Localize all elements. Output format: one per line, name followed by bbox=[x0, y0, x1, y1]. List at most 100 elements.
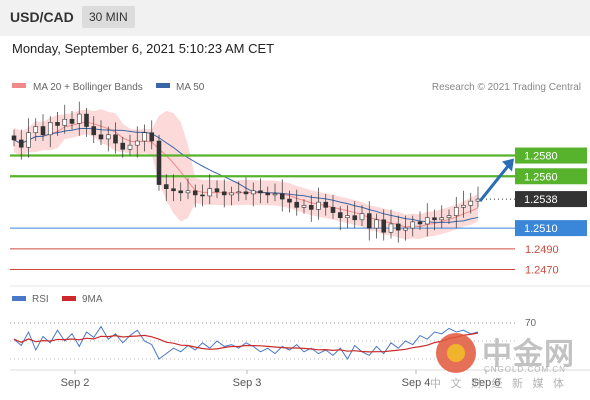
candle-body-7 bbox=[62, 118, 68, 126]
candle-body-43 bbox=[323, 201, 329, 208]
x-tick-label-3: Sep 6 bbox=[472, 377, 501, 389]
candles bbox=[11, 101, 481, 243]
candle-body-34 bbox=[258, 190, 263, 194]
candle-body-20 bbox=[156, 140, 162, 185]
ma20-legend-label: MA 20 + Bollinger Bands bbox=[33, 82, 143, 93]
rsi-ma-legend-swatch bbox=[62, 296, 76, 301]
ma20-legend-swatch bbox=[12, 83, 26, 88]
candle-body-49 bbox=[366, 213, 372, 229]
ma50-legend-swatch bbox=[156, 83, 170, 88]
level-tag-1 bbox=[515, 168, 587, 185]
rsi-legend-swatch bbox=[12, 296, 26, 301]
candle-body-59 bbox=[439, 217, 445, 221]
candle-body-29 bbox=[221, 191, 227, 196]
candle-body-44 bbox=[330, 207, 336, 213]
candle-body-40 bbox=[301, 204, 307, 208]
ma20-line bbox=[13, 121, 479, 228]
level-label-4: 1.2470 bbox=[525, 265, 559, 277]
forecast-arrow-shaft bbox=[478, 162, 512, 203]
rsi-ma-line bbox=[13, 332, 479, 353]
candle-body-25 bbox=[192, 190, 198, 196]
candle-body-23 bbox=[178, 190, 184, 194]
candle-body-55 bbox=[410, 221, 416, 229]
candle-body-19 bbox=[149, 132, 155, 142]
candle-body-46 bbox=[345, 215, 350, 219]
candle-body-14 bbox=[113, 134, 118, 144]
candle-body-33 bbox=[250, 190, 256, 195]
candle-body-53 bbox=[395, 223, 401, 231]
watermark-tagline: 中 文 财 经 新 媒 体 bbox=[430, 377, 567, 390]
symbol-label: USD/CAD bbox=[10, 9, 74, 25]
rsi-70-label: 70 bbox=[525, 318, 537, 329]
candle-body-18 bbox=[142, 132, 147, 142]
candle-body-1 bbox=[18, 139, 24, 148]
watermark-site: CNGOLD.COM.CN bbox=[484, 365, 566, 374]
candle-body-42 bbox=[316, 201, 321, 210]
candle-body-21 bbox=[163, 184, 169, 190]
x-axis-labels: Sep 2 Sep 3 Sep 4 Sep 6 bbox=[61, 370, 501, 389]
candle-body-36 bbox=[272, 193, 278, 196]
candle-body-58 bbox=[432, 217, 437, 221]
candle-body-15 bbox=[120, 142, 126, 150]
current-price-label: 1.2538 bbox=[524, 194, 558, 206]
candle-body-62 bbox=[461, 204, 466, 208]
cngold-logo-center bbox=[447, 344, 465, 362]
candle-body-63 bbox=[468, 200, 474, 206]
current-price-tag bbox=[515, 191, 587, 208]
candle-body-24 bbox=[185, 190, 191, 194]
chart-header: USD/CAD 30 MIN bbox=[0, 0, 590, 36]
rsi-legend-label: RSI bbox=[32, 294, 49, 305]
forecast-arrow-head bbox=[502, 158, 514, 172]
candle-body-54 bbox=[403, 227, 408, 231]
candle-body-48 bbox=[359, 213, 365, 221]
candle-body-9 bbox=[76, 113, 82, 124]
ma50-legend-label: MA 50 bbox=[176, 82, 205, 93]
candle-body-27 bbox=[207, 188, 213, 197]
candle-body-8 bbox=[69, 118, 75, 124]
level-label-1: 1.2560 bbox=[524, 171, 558, 183]
candle-body-57 bbox=[424, 217, 430, 225]
candle-body-45 bbox=[337, 212, 343, 219]
candle-body-26 bbox=[200, 194, 205, 197]
candle-body-39 bbox=[294, 201, 300, 208]
x-tick-label-1: Sep 3 bbox=[233, 377, 262, 389]
candle-body-10 bbox=[84, 113, 89, 127]
candle-body-3 bbox=[33, 126, 39, 134]
candle-body-6 bbox=[55, 122, 60, 126]
level-label-3: 1.2490 bbox=[525, 244, 559, 256]
candle-body-5 bbox=[47, 122, 53, 136]
candle-body-16 bbox=[127, 144, 133, 150]
candle-body-51 bbox=[381, 219, 387, 233]
candle-body-17 bbox=[134, 140, 140, 146]
level-tag-2 bbox=[515, 220, 587, 237]
candle-body-2 bbox=[26, 132, 31, 148]
candle-body-0 bbox=[11, 135, 17, 141]
x-tick-label-2: Sep 4 bbox=[402, 377, 431, 389]
candle-body-35 bbox=[265, 192, 271, 196]
candle-body-37 bbox=[279, 193, 285, 200]
candle-body-61 bbox=[453, 207, 459, 216]
candle-body-50 bbox=[374, 219, 379, 229]
level-labels: 1.2580 1.2560 1.2510 1.2490 1.2470 1.2538 bbox=[515, 147, 587, 277]
candle-body-47 bbox=[352, 215, 358, 221]
candle-body-41 bbox=[308, 204, 314, 210]
candle-body-11 bbox=[91, 126, 97, 136]
x-tick-label-0: Sep 2 bbox=[61, 377, 90, 389]
candle-body-4 bbox=[40, 126, 46, 136]
rsi-ma-legend-label: 9MA bbox=[82, 294, 103, 305]
rsi-lines bbox=[13, 325, 479, 360]
level-label-0: 1.2580 bbox=[524, 151, 558, 163]
price-levels bbox=[10, 154, 515, 271]
candle-body-28 bbox=[214, 188, 220, 193]
candle-body-13 bbox=[105, 134, 111, 140]
timeframe-button[interactable]: 30 MIN bbox=[82, 6, 135, 28]
watermark-brand: 中金网 bbox=[482, 337, 575, 372]
datetime-label: Monday, September 6, 2021 5:10:23 AM CET bbox=[12, 41, 275, 56]
candle-body-52 bbox=[388, 223, 394, 233]
candle-body-31 bbox=[236, 191, 242, 194]
forecast-arrow bbox=[478, 158, 514, 203]
candle-body-56 bbox=[417, 221, 423, 225]
candle-body-38 bbox=[287, 198, 292, 203]
candle-body-60 bbox=[446, 215, 452, 219]
